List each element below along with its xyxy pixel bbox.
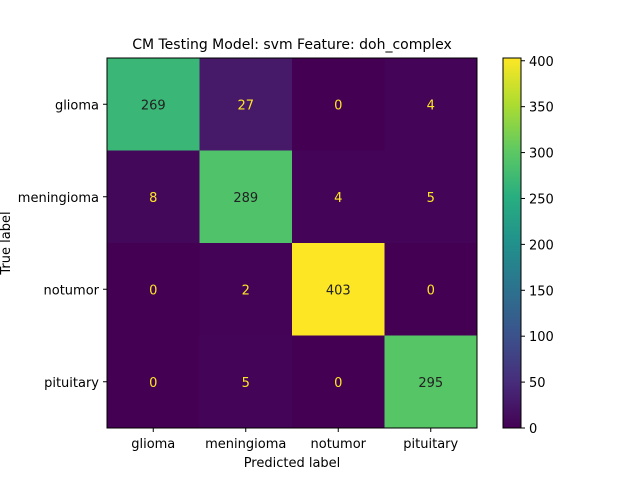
colorbar-tick-label: 300 — [529, 147, 554, 162]
cell-value-label: 0 — [149, 283, 157, 298]
y-tick-label: meningioma — [18, 191, 99, 206]
heatmap-cell-labels: 269 27 0 4 8 289 4 5 0 2 403 0 0 5 0 295 — [141, 98, 443, 391]
heatmap-cell — [384, 150, 478, 244]
x-axis-label: Predicted label — [244, 456, 341, 471]
y-tick-label: notumor — [44, 283, 100, 298]
heatmap-cell — [384, 58, 478, 151]
heatmap-cell — [384, 243, 478, 336]
heatmap-cell — [107, 58, 200, 151]
y-axis-ticks: glioma meningioma notumor pituitary — [18, 98, 107, 391]
heatmap-cell — [199, 150, 293, 244]
x-tick-label: glioma — [131, 437, 175, 452]
cell-value-label: 5 — [427, 191, 435, 206]
cell-value-label: 2 — [242, 283, 250, 298]
colorbar-tick-label: 150 — [529, 284, 554, 299]
colorbar-tick-label: 400 — [529, 55, 554, 70]
x-tick-label: pituitary — [403, 437, 458, 452]
x-tick-label: meningioma — [205, 437, 286, 452]
heatmap-cell — [107, 150, 200, 244]
colorbar-tick-label: 100 — [529, 330, 554, 345]
heatmap-cell — [199, 243, 293, 336]
colorbar-tick-label: 250 — [529, 192, 554, 207]
cell-value-label: 27 — [237, 98, 254, 113]
cell-value-label: 0 — [149, 376, 157, 391]
colorbar-ticks: 0 50 100 150 200 250 300 350 400 — [521, 55, 554, 437]
y-tick-label: pituitary — [44, 376, 99, 391]
y-tick-label: glioma — [55, 98, 99, 113]
heatmap-cell — [292, 150, 385, 244]
heatmap-cell — [199, 58, 293, 151]
colorbar — [502, 57, 522, 429]
colorbar-tick-label: 200 — [529, 238, 554, 253]
cell-value-label: 5 — [242, 376, 250, 391]
chart-title: CM Testing Model: svm Feature: doh_compl… — [132, 37, 452, 53]
cell-value-label: 8 — [149, 191, 157, 206]
cell-value-label: 289 — [233, 191, 258, 206]
heatmap-cell — [384, 335, 478, 429]
cell-value-label: 4 — [427, 98, 435, 113]
colorbar-tick-label: 350 — [529, 101, 554, 116]
heatmap-cell — [292, 335, 385, 429]
cell-value-label: 295 — [418, 376, 443, 391]
x-axis-ticks: glioma meningioma notumor pituitary — [131, 428, 459, 452]
cell-value-label: 269 — [141, 98, 166, 113]
cell-value-label: 0 — [334, 98, 342, 113]
cell-value-label: 0 — [334, 376, 342, 391]
x-tick-label: notumor — [311, 437, 367, 452]
y-axis-label: True label — [0, 211, 14, 275]
heatmap-cells — [107, 58, 478, 429]
colorbar-tick-label: 0 — [529, 422, 537, 437]
plot-frame — [106, 57, 478, 429]
heatmap-cell — [199, 335, 293, 429]
cell-value-label: 4 — [334, 191, 342, 206]
cell-value-label: 0 — [427, 283, 435, 298]
heatmap-cell — [107, 243, 200, 336]
colorbar-tick-label: 50 — [529, 376, 546, 391]
heatmap-cell — [107, 335, 200, 429]
cell-value-label: 403 — [326, 283, 351, 298]
heatmap-cell — [292, 243, 385, 336]
heatmap-cell — [292, 58, 385, 151]
